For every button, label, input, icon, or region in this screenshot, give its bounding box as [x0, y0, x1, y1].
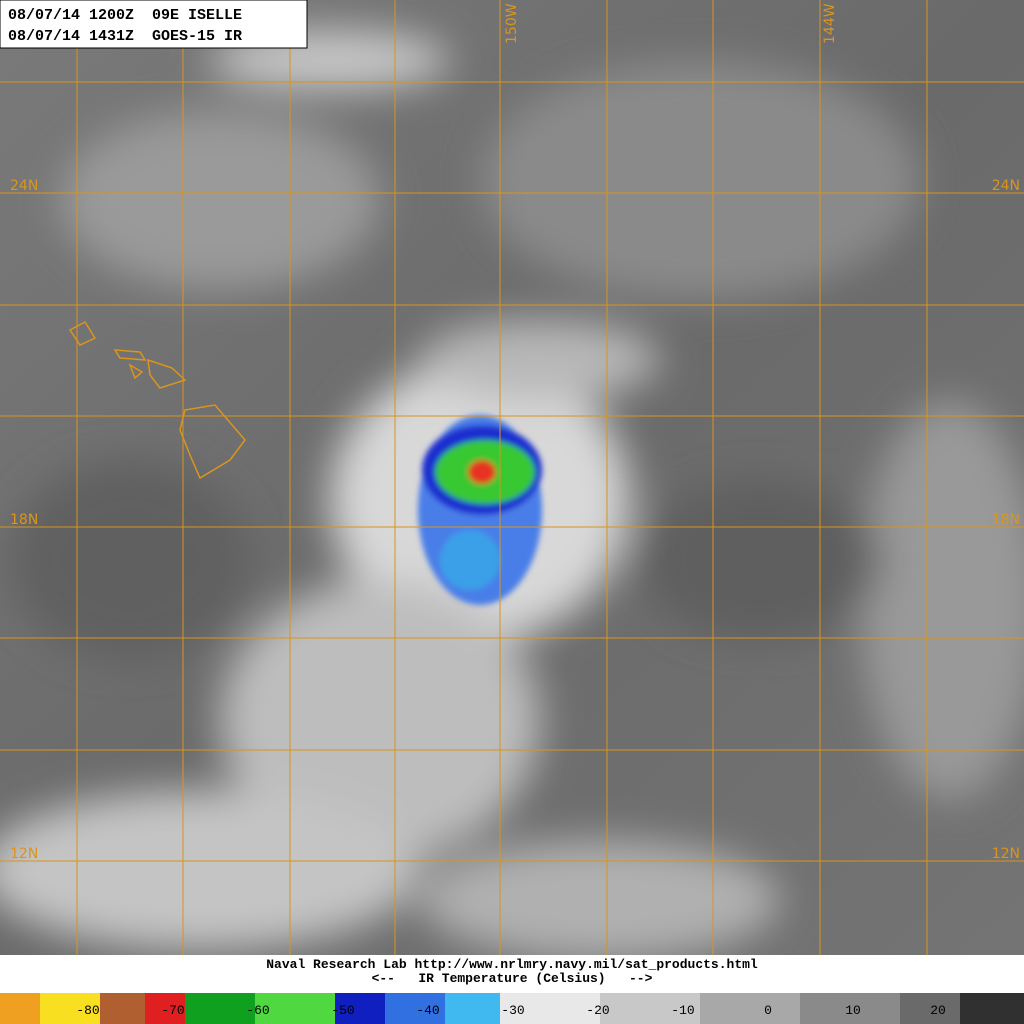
color-scale-label: 10 [845, 1003, 861, 1018]
header-box [0, 0, 308, 49]
latitude-label: 24N [992, 178, 1020, 194]
storm-core [418, 415, 542, 605]
color-scale-label: -50 [331, 1003, 354, 1018]
latitude-label: 18N [10, 512, 38, 528]
color-scale-label: -20 [586, 1003, 609, 1018]
footer-credit: Naval Research Lab http://www.nrlmry.nav… [266, 957, 758, 972]
longitude-label: 150W [504, 3, 520, 44]
latitude-label: 12N [992, 846, 1020, 862]
color-scale-label: -70 [161, 1003, 184, 1018]
footer-box [0, 955, 1024, 993]
header-line: 08/07/14 1200Z 09E ISELLE [8, 7, 242, 24]
color-bar [0, 993, 1024, 1024]
header-line: 08/07/14 1431Z GOES-15 IR [8, 28, 242, 45]
latitude-label: 24N [10, 178, 38, 194]
color-scale-label: -80 [76, 1003, 99, 1018]
color-scale-label: -60 [246, 1003, 269, 1018]
color-scale-label: -30 [501, 1003, 524, 1018]
color-scale-label: -10 [671, 1003, 694, 1018]
color-scale-label: 20 [930, 1003, 946, 1018]
latitude-label: 18N [992, 512, 1020, 528]
latitude-label: 12N [10, 846, 38, 862]
scale-title: <-- IR Temperature (Celsius) --> [372, 971, 653, 986]
color-scale-label: 0 [764, 1003, 772, 1018]
longitude-label: 144W [822, 3, 838, 44]
color-scale-label: -40 [416, 1003, 439, 1018]
lat-lon-grid [0, 0, 1024, 955]
